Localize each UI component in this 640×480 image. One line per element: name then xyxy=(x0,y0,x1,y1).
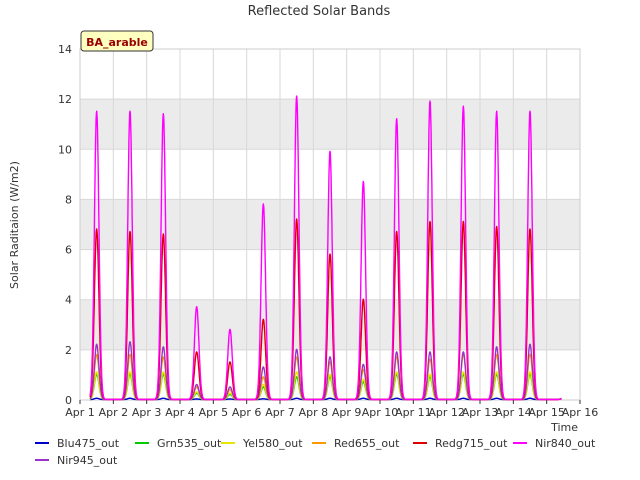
x-tick-label: Apr 14 xyxy=(495,406,532,419)
legend-label: Grn535_out xyxy=(157,437,222,450)
x-tick-label: Apr 11 xyxy=(395,406,432,419)
series-layer xyxy=(89,95,562,401)
y-tick-label: 6 xyxy=(65,244,72,257)
grid-lines xyxy=(79,48,581,401)
x-tick-label: Apr 15 xyxy=(528,406,565,419)
y-tick-label: 8 xyxy=(65,193,72,206)
plot-band xyxy=(80,99,580,150)
site-badge-box xyxy=(80,30,154,52)
legend-label: Redg715_out xyxy=(435,437,508,450)
plot-band xyxy=(80,199,580,250)
plot-bands xyxy=(80,99,580,350)
legend-label: Yel580_out xyxy=(242,437,303,450)
legend-label: Red655_out xyxy=(334,437,400,450)
x-tick-label: Apr 4 xyxy=(165,406,195,419)
x-tick-label: Apr 13 xyxy=(462,406,499,419)
x-tick-label: Apr 9 xyxy=(332,406,362,419)
y-tick-label: 2 xyxy=(65,344,72,357)
site-badge-label: BA_arable xyxy=(86,36,148,49)
legend: Blu475_out Grn535_out Yel580_out Red655_out… xyxy=(35,437,596,467)
y-tick-label: 12 xyxy=(58,93,72,106)
legend-label: Nir840_out xyxy=(535,437,596,450)
x-tick-label: Apr 6 xyxy=(232,406,262,419)
legend-label: Blu475_out xyxy=(57,437,120,450)
y-axis-label: Solar Raditaion (W/m2) xyxy=(8,161,21,289)
x-tick-label: Apr 10 xyxy=(362,406,399,419)
x-tick-label: Apr 2 xyxy=(99,406,129,419)
site-badge: BA_arable xyxy=(80,30,154,52)
series-line-nir840_out xyxy=(89,95,562,401)
x-tick-label: Apr 7 xyxy=(265,406,295,419)
x-tick-label: Apr 8 xyxy=(299,406,329,419)
y-tick-label: 4 xyxy=(65,294,72,307)
x-axis: Apr 1 Apr 2 Apr 3 Apr 4 Apr 5 Apr 6 Apr 7 Apr 8… xyxy=(65,400,598,419)
x-axis-label: Time xyxy=(550,421,578,434)
y-axis: 0 2 4 6 8 10 12 14 xyxy=(58,43,72,407)
x-tick-label: Apr 5 xyxy=(199,406,229,419)
chart-title: Reflected Solar Bands xyxy=(248,4,391,19)
plot-frame xyxy=(79,48,581,401)
plot-band xyxy=(80,299,580,350)
y-tick-label: 14 xyxy=(58,43,72,56)
legend-label: Nir945_out xyxy=(57,454,118,467)
y-tick-label: 0 xyxy=(65,394,72,407)
x-tick-label: Apr 12 xyxy=(428,406,465,419)
x-tick-label: Apr 3 xyxy=(132,406,162,419)
x-tick-label: Apr 16 xyxy=(562,406,599,419)
x-tick-label: Apr 1 xyxy=(65,406,95,419)
y-tick-label: 10 xyxy=(58,143,72,156)
